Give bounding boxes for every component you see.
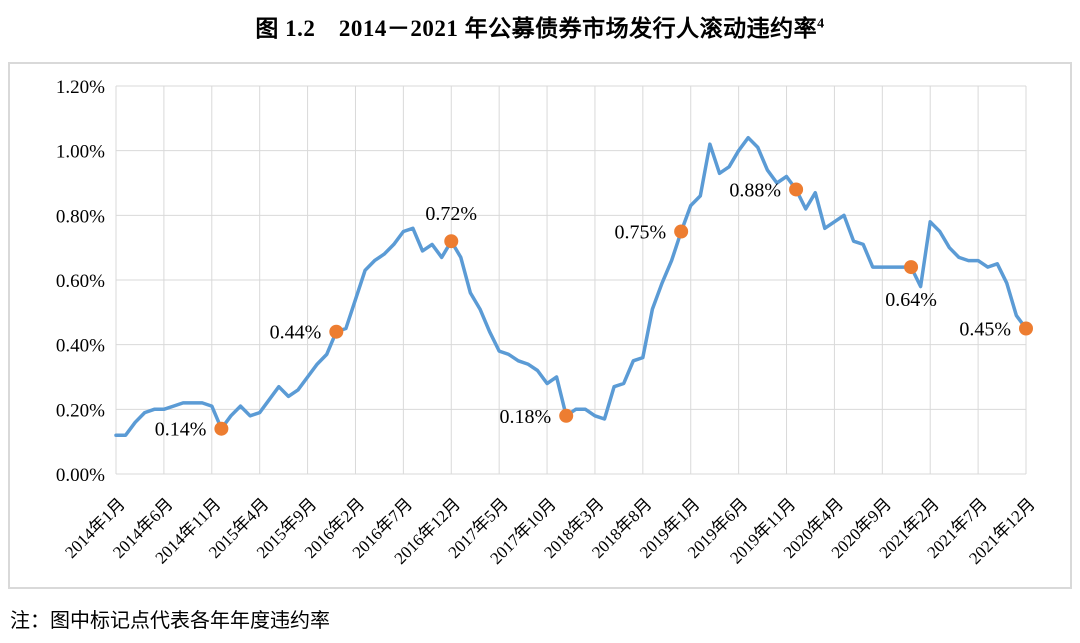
annual-marker-label: 0.44% — [270, 322, 322, 344]
figure-title-footnote-ref: 4 — [817, 16, 825, 32]
y-axis-tick-label: 0.60% — [56, 271, 105, 292]
annual-marker-label: 0.72% — [425, 203, 477, 225]
y-axis-tick-label: 0.80% — [56, 206, 105, 227]
y-axis-tick-label: 1.00% — [56, 142, 105, 163]
annual-marker — [329, 324, 344, 339]
figure-title: 图 1.2 2014－2021 年公募债券市场发行人滚动违约率4 — [0, 9, 1080, 43]
annual-marker — [904, 260, 919, 275]
annual-marker-label: 0.88% — [729, 179, 781, 201]
y-axis-tick-label: 1.20% — [56, 77, 105, 98]
annual-marker-label: 0.18% — [500, 406, 552, 428]
y-axis-tick-label: 0.40% — [56, 336, 105, 357]
y-axis-tick-label: 0.20% — [56, 400, 105, 421]
annual-marker — [674, 224, 689, 239]
rolling-default-rate-line-chart: 0.00%0.20%0.40%0.60%0.80%1.00%1.20%2014年… — [8, 62, 1072, 589]
annual-marker — [559, 408, 574, 423]
chart-area: 0.00% 0.20% 0.40% 0.60% 0.80% 1.00% 1.20% 2014年… — [8, 62, 1072, 589]
figure-note: 注：图中标记点代表各年年度违约率 — [10, 610, 330, 632]
y-axis-tick-label: 0.00% — [56, 465, 105, 486]
annual-marker-label: 0.64% — [885, 289, 937, 311]
annual-marker — [1019, 321, 1033, 336]
annual-marker-label: 0.14% — [155, 419, 207, 441]
annual-marker-label: 0.75% — [614, 222, 666, 244]
figure-title-text: 图 1.2 2014－2021 年公募债券市场发行人滚动违约率 — [255, 16, 818, 41]
annual-marker — [789, 182, 804, 197]
annual-marker — [214, 421, 229, 436]
annual-marker — [444, 234, 459, 249]
annual-marker-label: 0.45% — [959, 319, 1011, 341]
